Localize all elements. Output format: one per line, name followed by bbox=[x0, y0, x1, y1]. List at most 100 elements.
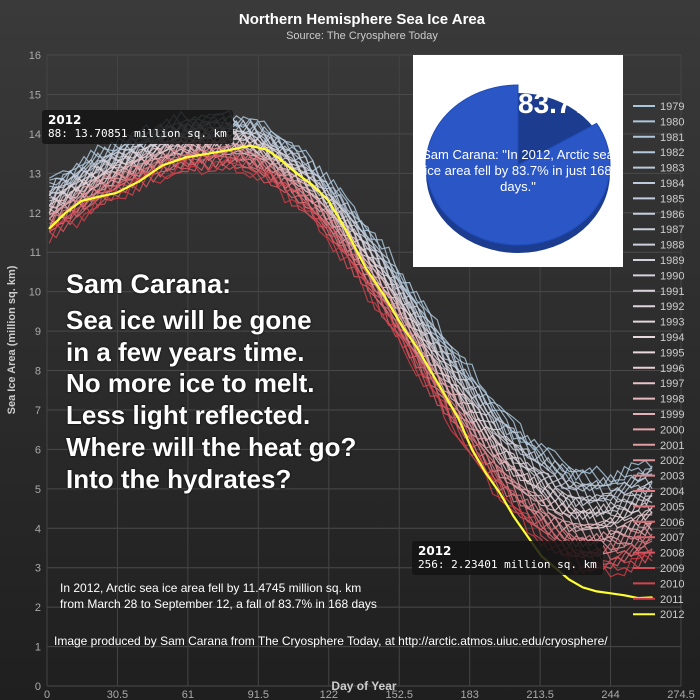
legend-label-1982: 1982 bbox=[660, 147, 684, 159]
legend-label-1981: 1981 bbox=[660, 132, 684, 144]
series-line-1996 bbox=[48, 133, 653, 532]
y-tick-label: 1 bbox=[35, 642, 41, 654]
legend-label-1997: 1997 bbox=[660, 378, 684, 390]
legend-label-1986: 1986 bbox=[660, 209, 684, 221]
quote-line: Sea ice will be gone bbox=[66, 304, 312, 335]
y-tick-label: 6 bbox=[35, 444, 41, 456]
series-2012-point bbox=[161, 164, 164, 167]
tooltip-value: 88: 13.70851 million sq. km bbox=[48, 127, 227, 140]
pie-slice-fall bbox=[425, 84, 611, 246]
series-line-1992 bbox=[48, 130, 653, 521]
x-tick-label: 0 bbox=[44, 689, 50, 700]
pie-chart bbox=[425, 84, 611, 253]
y-tick-label: 9 bbox=[35, 326, 41, 338]
x-tick-label: 30.5 bbox=[107, 689, 128, 700]
series-2012-point bbox=[651, 596, 653, 599]
series-2012-point bbox=[429, 369, 432, 372]
tooltip-end: 2012 256: 2.23401 million sq. km bbox=[412, 541, 603, 575]
legend-label-2006: 2006 bbox=[660, 517, 684, 529]
series-2012-point bbox=[568, 578, 570, 581]
series-2012-point bbox=[138, 180, 141, 182]
legend-label-1995: 1995 bbox=[660, 347, 684, 359]
note-line: In 2012, Arctic sea ice area fell by 11.… bbox=[60, 581, 362, 595]
tooltip-start: 2012 88: 13.70851 million sq. km bbox=[42, 110, 233, 144]
series-2012-point bbox=[401, 326, 404, 328]
y-tick-label: 4 bbox=[35, 523, 41, 535]
series-2012-point bbox=[526, 535, 529, 537]
series-2012-line bbox=[48, 144, 653, 600]
series-line-2008 bbox=[48, 153, 653, 570]
y-tick-label: 3 bbox=[35, 563, 41, 575]
summary-note: In 2012, Arctic sea ice area fell by 11.… bbox=[60, 580, 377, 612]
legend-label-1991: 1991 bbox=[660, 286, 684, 298]
x-tick-label: 244 bbox=[601, 689, 619, 700]
series-2012-point bbox=[457, 417, 459, 419]
series-2012-point bbox=[595, 590, 598, 593]
tooltip-year: 2012 bbox=[48, 113, 82, 127]
x-tick-label: 61 bbox=[182, 689, 194, 700]
series-2012-point bbox=[249, 144, 251, 147]
legend-label-2000: 2000 bbox=[660, 424, 684, 436]
series-2012-point bbox=[64, 212, 67, 214]
y-tick-label: 12 bbox=[29, 208, 41, 220]
legend-label-2010: 2010 bbox=[660, 578, 684, 590]
legend-label-2012: 2012 bbox=[660, 609, 684, 621]
y-tick-label: 14 bbox=[29, 129, 41, 141]
y-tick-label: 16 bbox=[29, 50, 41, 62]
x-tick-label: 183 bbox=[460, 689, 478, 700]
series-2012-point bbox=[415, 346, 418, 348]
chart-subtitle: Source: The Cryosphere Today bbox=[286, 30, 438, 42]
tooltip-year: 2012 bbox=[418, 544, 452, 558]
series-2012-point bbox=[498, 492, 501, 494]
pie-chart-panel bbox=[413, 55, 623, 267]
legend: 1979 1980 1981 1982 1983 1984 1985 1986 1987 1988… bbox=[633, 101, 684, 621]
x-tick-label: 152.5 bbox=[385, 689, 413, 700]
series-2012-point bbox=[383, 294, 386, 297]
series-2012-point bbox=[231, 148, 233, 151]
series-line-2012 bbox=[48, 144, 653, 600]
legend-label-2001: 2001 bbox=[660, 440, 684, 452]
y-axis-label: Sea Ice Area (million sq. km) bbox=[6, 265, 18, 414]
series-2012-point bbox=[295, 172, 298, 175]
note-line: from March 28 to September 12, a fall of… bbox=[60, 597, 377, 611]
legend-label-2007: 2007 bbox=[660, 532, 684, 544]
y-tick-label: 0 bbox=[35, 681, 41, 693]
quote-line: Less light reflected. bbox=[66, 400, 311, 431]
x-tick-label: 122 bbox=[320, 689, 338, 700]
series-2012-point bbox=[328, 200, 330, 202]
y-tick-label: 10 bbox=[29, 287, 41, 299]
series-2012-point bbox=[443, 393, 446, 396]
x-tick-label: 274.5 bbox=[667, 689, 695, 700]
series-2012-point bbox=[97, 196, 99, 198]
legend-label-1989: 1989 bbox=[660, 255, 684, 267]
legend-label-1998: 1998 bbox=[660, 394, 684, 406]
series-2012-point bbox=[346, 231, 349, 234]
legend-label-2003: 2003 bbox=[660, 471, 684, 483]
series-2012-point bbox=[512, 515, 515, 518]
y-tick-label: 7 bbox=[35, 405, 41, 417]
y-tick-label: 15 bbox=[29, 89, 41, 101]
legend-label-1983: 1983 bbox=[660, 163, 684, 175]
legend-label-1980: 1980 bbox=[660, 116, 684, 128]
legend-label-1994: 1994 bbox=[660, 332, 684, 344]
legend-label-2002: 2002 bbox=[660, 455, 684, 467]
series-2012-point bbox=[115, 192, 118, 194]
chart-title: Northern Hemisphere Sea Ice Area bbox=[239, 11, 486, 28]
series-2012-point bbox=[623, 594, 626, 597]
y-tick-label: 11 bbox=[30, 247, 41, 259]
series-2012-point bbox=[364, 267, 367, 269]
legend-label-1996: 1996 bbox=[660, 363, 684, 375]
pie-quote: Sam Carana: "In 2012, Arctic sea ice are… bbox=[422, 147, 614, 194]
legend-label-2011: 2011 bbox=[660, 594, 684, 606]
pie-percent-label: 83.7% bbox=[518, 88, 598, 119]
series-line-1997 bbox=[48, 134, 653, 537]
series-2012-point bbox=[48, 227, 51, 230]
x-axis-label: Day of Year bbox=[331, 679, 396, 693]
series-2012-point bbox=[485, 472, 487, 474]
series-2012-point bbox=[207, 152, 210, 155]
series-2012-point bbox=[184, 156, 187, 159]
legend-label-1999: 1999 bbox=[660, 409, 684, 421]
series-2012-point bbox=[80, 200, 83, 202]
legend-label-1985: 1985 bbox=[660, 193, 684, 205]
